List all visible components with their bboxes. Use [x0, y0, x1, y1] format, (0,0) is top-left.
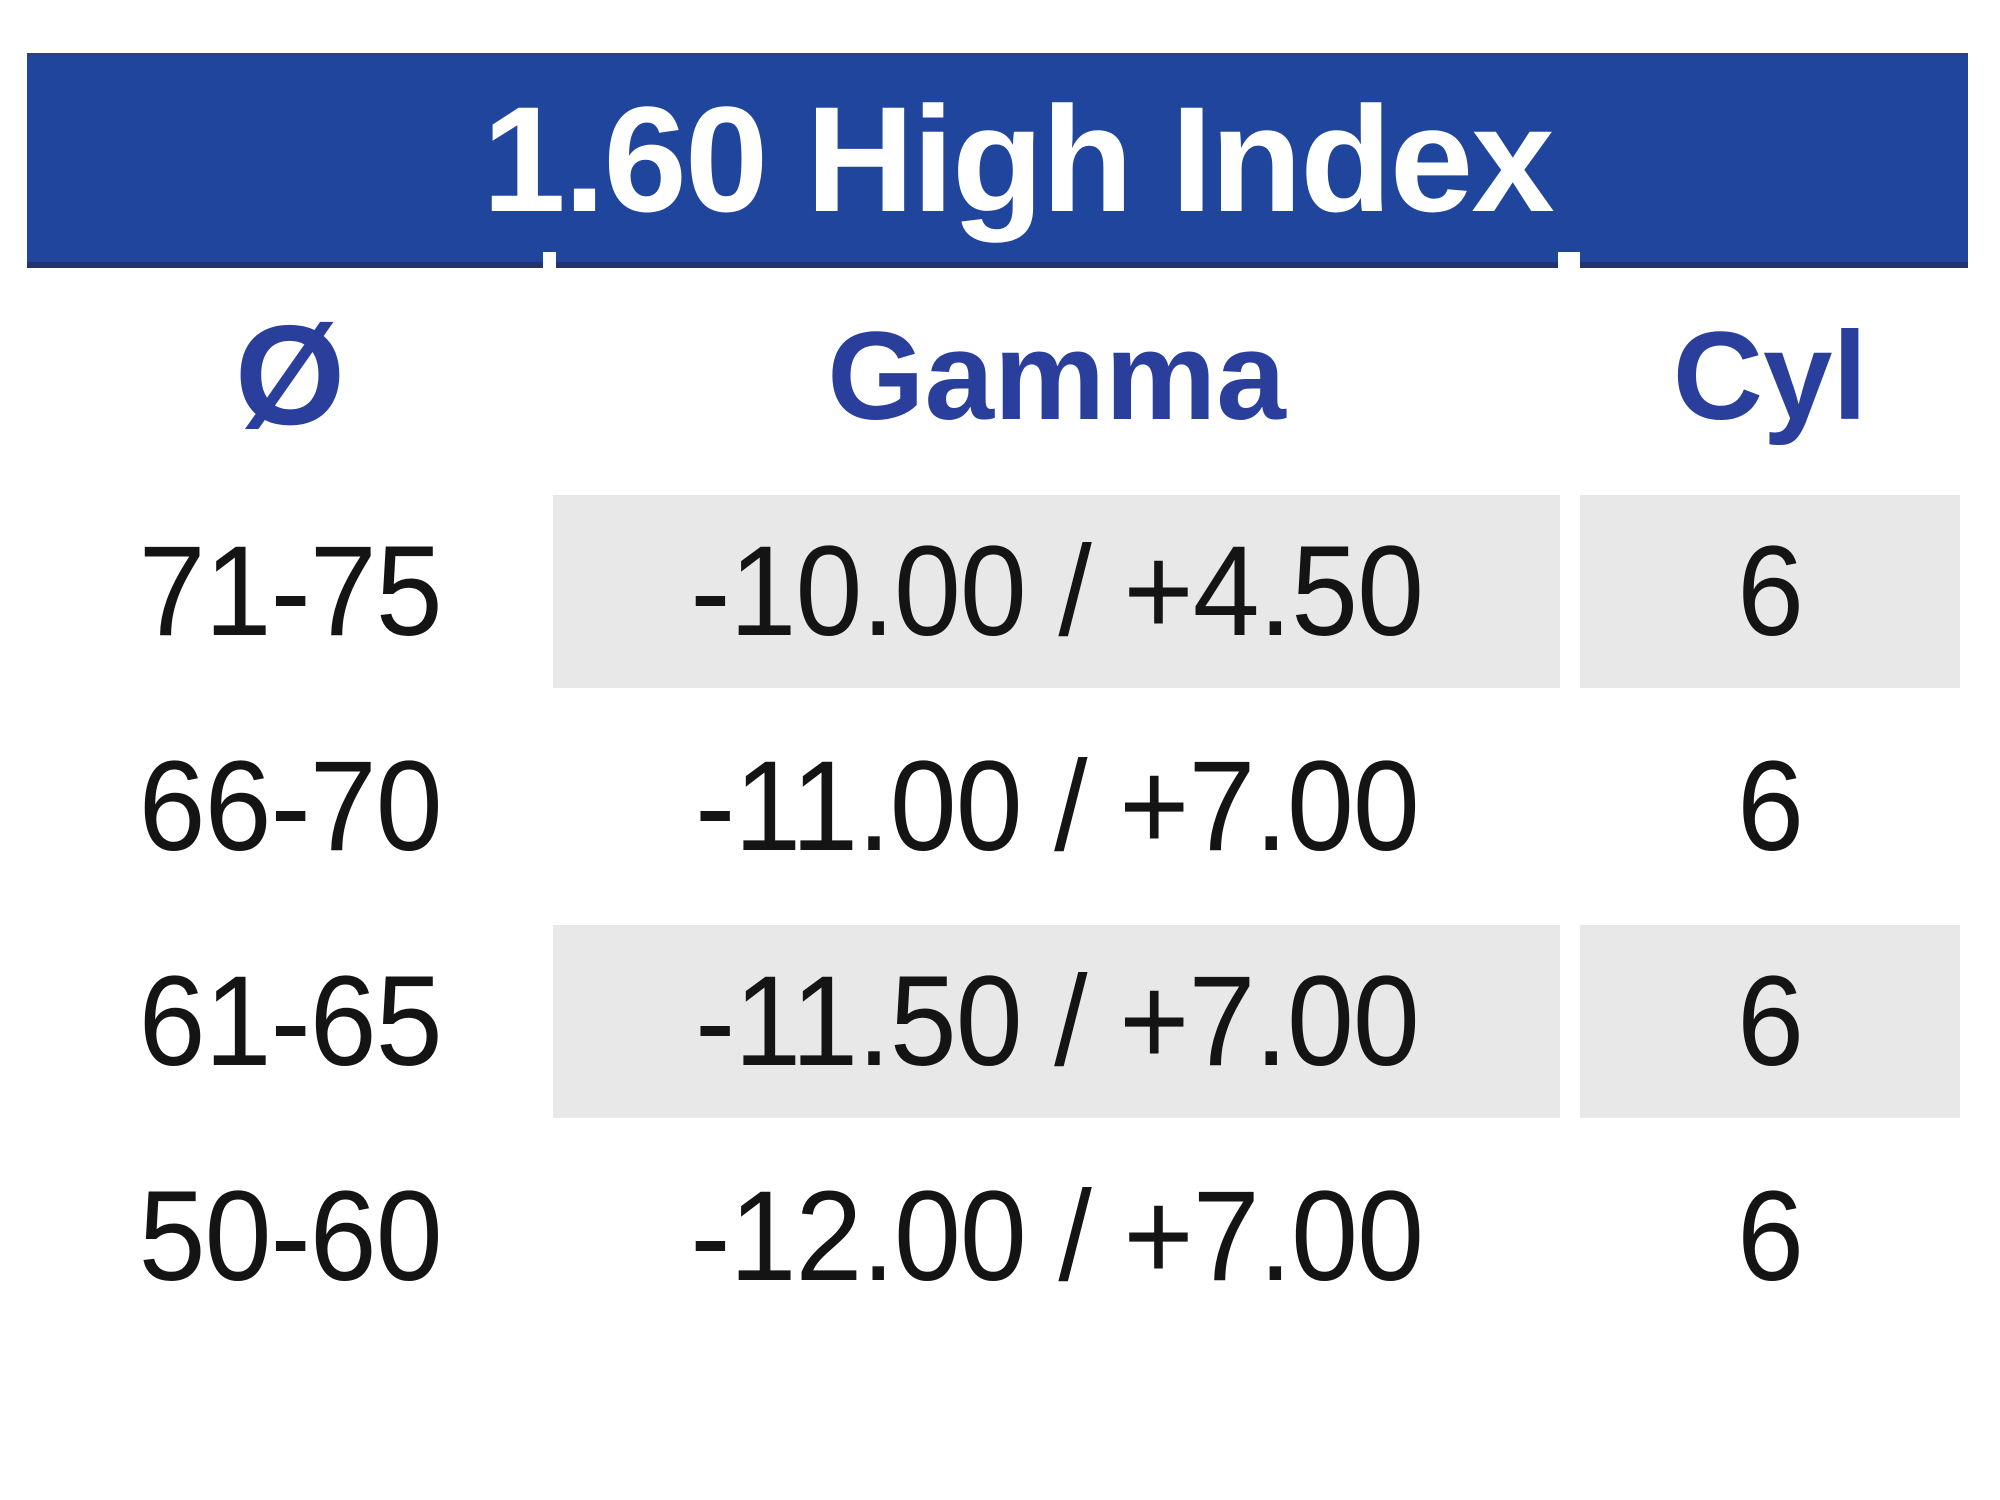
gamma-cell: -11.00 / +7.00: [553, 699, 1560, 914]
cyl-value: 6: [1737, 1165, 1804, 1308]
column-header-gamma: Gamma: [827, 306, 1286, 446]
cyl-value: 6: [1737, 950, 1804, 1093]
gamma-cell: -11.50 / +7.00: [553, 925, 1560, 1118]
diameter-value: 71-75: [138, 520, 442, 663]
gamma-cell: -10.00 / +4.50: [553, 495, 1560, 688]
diameter-cell: 66-70: [27, 699, 553, 914]
column-header-cyl: Cyl: [1672, 306, 1868, 446]
column-gap: [1560, 268, 1580, 484]
diameter-value: 50-60: [138, 1165, 442, 1308]
diameter-value: 61-65: [138, 950, 442, 1093]
diameter-cell: 71-75: [27, 484, 553, 699]
gamma-value: -10.00 / +4.50: [690, 520, 1424, 663]
cyl-cell: 6: [1580, 699, 1960, 914]
column-gap: [1560, 484, 1580, 699]
cyl-cell: 6: [1580, 495, 1960, 688]
table-title: 1.60 High Index: [482, 74, 1554, 243]
gamma-value: -12.00 / +7.00: [690, 1165, 1424, 1308]
gamma-value: -11.50 / +7.00: [694, 950, 1420, 1093]
diameter-cell: 61-65: [27, 914, 553, 1129]
column-header-diameter: Ø: [27, 268, 553, 484]
cyl-cell: 6: [1580, 925, 1960, 1118]
lens-range-table: Ø Gamma Cyl 71-75 -10.00 / +4.50 6 66-70…: [27, 268, 1960, 1344]
table-title-bar: 1.60 High Index: [27, 53, 1968, 268]
diameter-symbol: Ø: [234, 296, 346, 455]
diameter-value: 66-70: [138, 735, 442, 878]
column-gap: [1560, 914, 1580, 1129]
cyl-cell: 6: [1580, 1129, 1960, 1344]
diameter-cell: 50-60: [27, 1129, 553, 1344]
cyl-value: 6: [1737, 735, 1804, 878]
column-gap: [1560, 699, 1580, 914]
column-gap: [1560, 1129, 1580, 1344]
cyl-value: 6: [1737, 520, 1804, 663]
title-bar-notch: [543, 252, 556, 269]
gamma-value: -11.00 / +7.00: [694, 735, 1420, 878]
gamma-cell: -12.00 / +7.00: [553, 1129, 1560, 1344]
title-bar-notch: [1558, 252, 1580, 269]
